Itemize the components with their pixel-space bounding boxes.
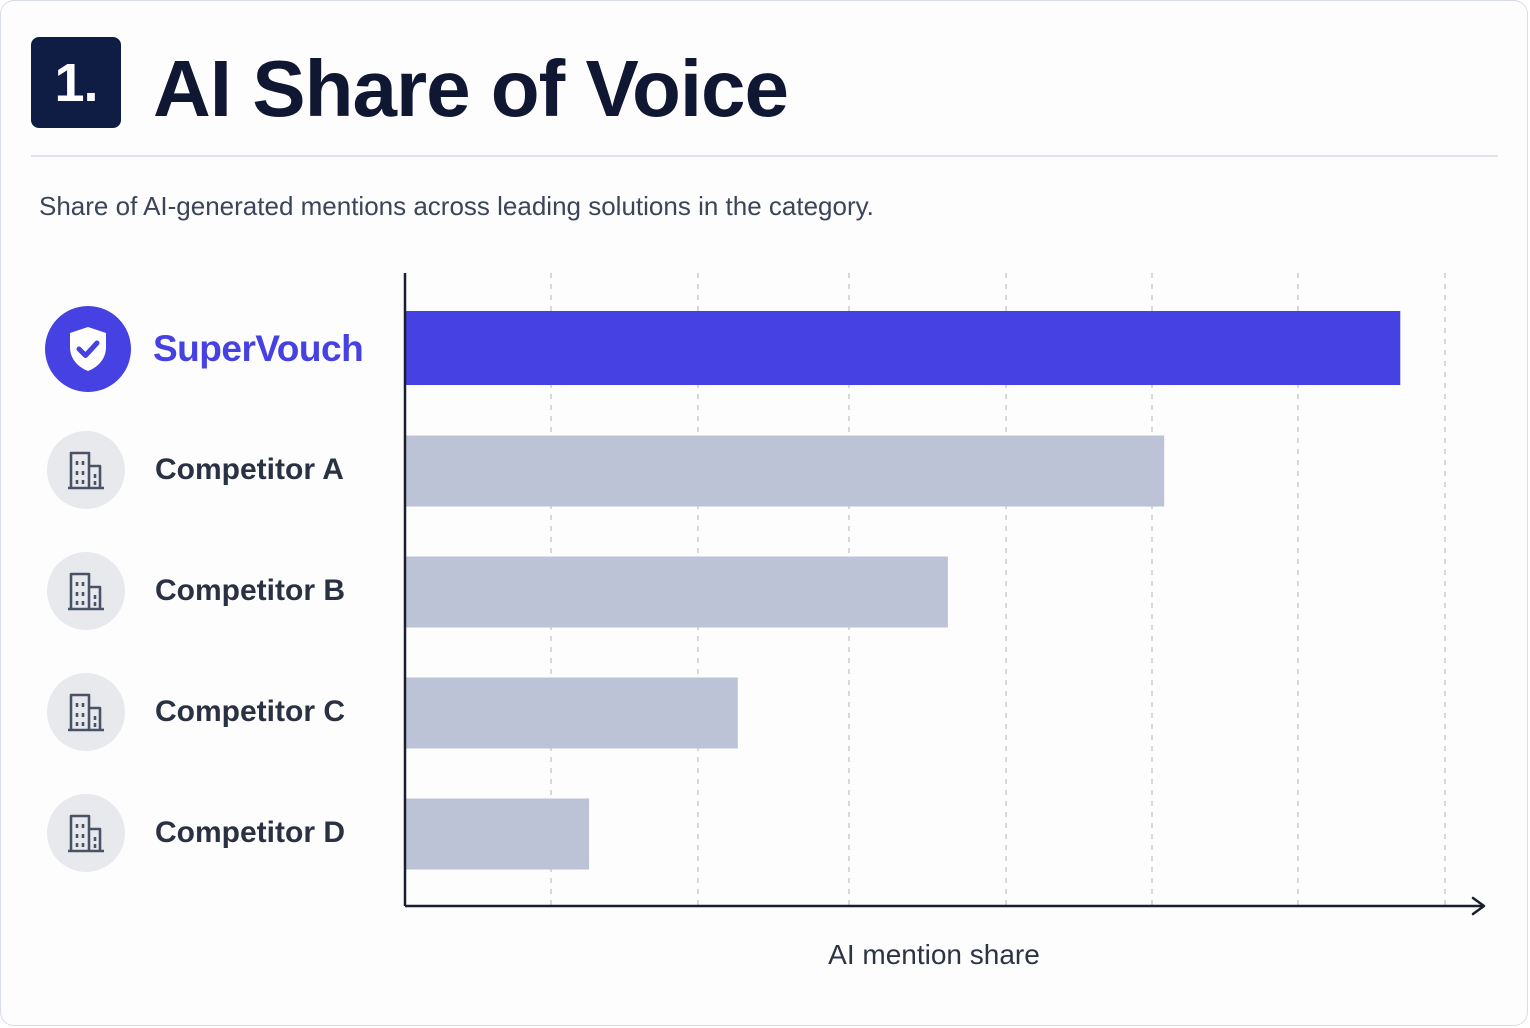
- bar: [405, 556, 948, 628]
- category-label-competitor-a: Competitor A: [45, 425, 385, 515]
- category-label-text: Competitor C: [155, 695, 345, 728]
- x-axis-title: AI mention share: [828, 939, 1040, 970]
- shield-check-icon: [45, 306, 131, 392]
- bar-highlight: [405, 311, 1401, 385]
- bar: [405, 798, 590, 870]
- category-label-supervouch: SuperVouch: [45, 304, 385, 394]
- category-label-competitor-d: Competitor D: [45, 788, 385, 878]
- page-title: AI Share of Voice: [153, 44, 789, 133]
- category-label-competitor-c: Competitor C: [45, 667, 385, 757]
- building-icon: [47, 794, 125, 872]
- category-label-text: Competitor A: [155, 453, 344, 486]
- bar: [405, 435, 1165, 507]
- building-icon: [47, 673, 125, 751]
- category-label-competitor-b: Competitor B: [45, 546, 385, 636]
- bar: [405, 677, 738, 749]
- section-number-badge: 1.: [31, 37, 121, 128]
- category-label-text: Competitor B: [155, 574, 345, 607]
- x-axis-arrow-icon: [1471, 896, 1486, 916]
- chart-subtitle: Share of AI-generated mentions across le…: [39, 191, 874, 221]
- category-label-text: Competitor D: [155, 816, 345, 849]
- category-label-text: SuperVouch: [153, 328, 364, 369]
- title-divider: [31, 155, 1498, 157]
- building-icon: [47, 431, 125, 509]
- building-icon: [47, 552, 125, 630]
